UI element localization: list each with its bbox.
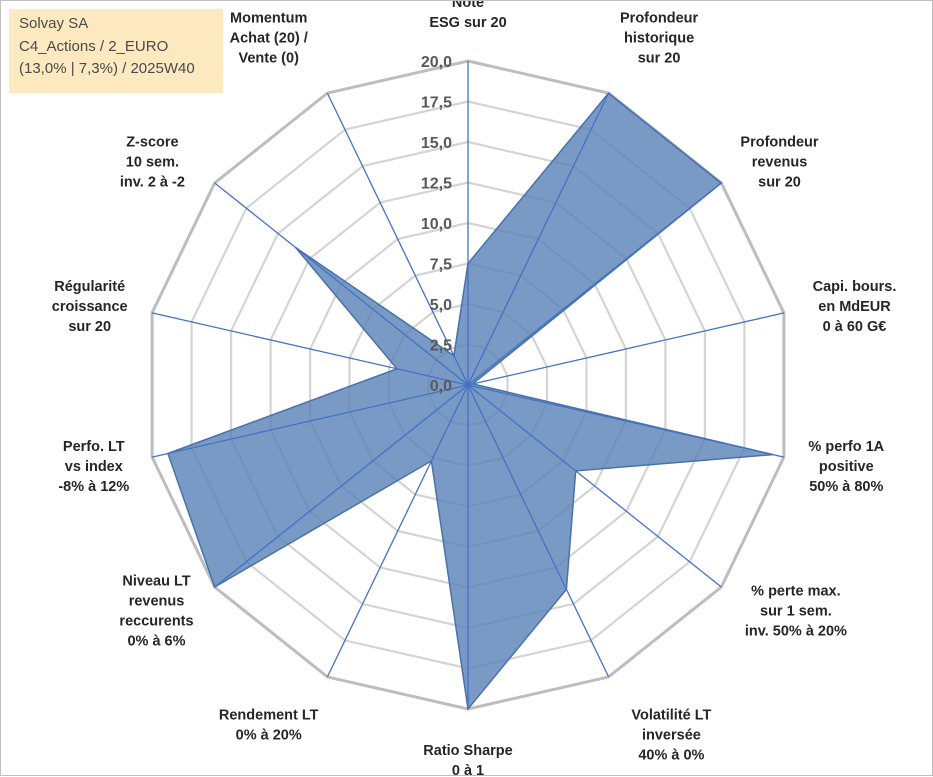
- r-tick-label: 7,5: [430, 257, 452, 274]
- r-tick-label: 15,0: [421, 135, 452, 152]
- axis-label: % perte max.sur 1 sem.inv. 50% à 20%: [745, 584, 847, 640]
- r-tick-label: 20,0: [421, 54, 452, 71]
- r-tick-label: 2,5: [430, 338, 452, 355]
- r-tick-label: 5,0: [430, 297, 452, 314]
- r-tick-label: 10,0: [421, 216, 452, 233]
- r-tick-label: 0,0: [430, 378, 452, 395]
- r-tick-label: 12,5: [421, 176, 452, 193]
- r-tick-label: 17,5: [421, 95, 452, 112]
